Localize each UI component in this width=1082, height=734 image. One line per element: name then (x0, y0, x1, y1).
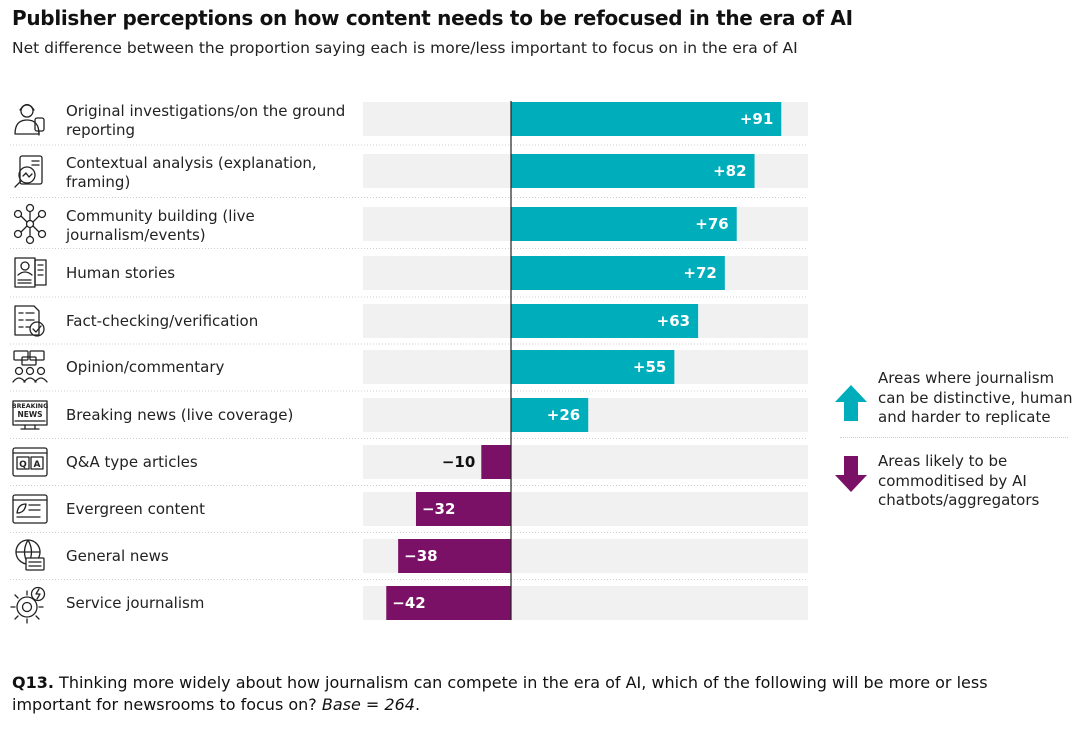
arrow-up-icon (835, 385, 867, 421)
community-icon (13, 203, 47, 245)
footnote-base: Base = 264 (321, 695, 415, 714)
legend-down-line: chatbots/aggregators (878, 491, 1040, 509)
category-label: Community building (live journalism/event… (65, 207, 255, 244)
category-label: Human stories (66, 264, 175, 282)
data-label: −38 (404, 547, 437, 565)
bar-positive (511, 102, 782, 136)
data-label: −10 (442, 453, 475, 471)
legend-up-text: Areas where journalism can be distinctiv… (878, 369, 1078, 428)
category-label: Original investigations/on the ground rep… (66, 102, 345, 139)
category-label: Breaking news (live coverage) (66, 406, 293, 424)
footnote-question-id: Q13. (12, 673, 54, 692)
chart-subtitle: Net difference between the proportion sa… (12, 39, 798, 57)
data-label: +82 (713, 162, 746, 180)
data-label: +55 (633, 358, 666, 376)
data-label: +91 (740, 110, 773, 128)
data-label: +76 (695, 215, 728, 233)
bar-positive (511, 256, 725, 290)
general-news-icon (15, 539, 45, 571)
opinion-icon (12, 350, 48, 383)
data-label: −42 (392, 594, 425, 612)
svg-text:A: A (34, 460, 41, 470)
bar-positive (511, 154, 755, 188)
legend-up-line: can be distinctive, human (878, 388, 1073, 407)
service-icon (10, 586, 46, 624)
bar-negative (415, 492, 511, 526)
category-label: Opinion/commentary (66, 358, 225, 376)
category-label: Contextual analysis (explanation, framing… (66, 154, 317, 191)
human-stories-icon (14, 257, 47, 288)
svg-text:BREAKING: BREAKING (12, 403, 48, 410)
category-label: Fact-checking/verification (66, 312, 258, 330)
svg-text:NEWS: NEWS (17, 410, 42, 419)
legend-up-line: Areas where journalism (878, 369, 1055, 387)
data-label: −32 (422, 500, 455, 518)
bar-positive (511, 304, 699, 338)
bar-negative (398, 539, 511, 573)
category-label: Service journalism (66, 594, 204, 612)
legend-down-line: Areas likely to be (878, 452, 1008, 470)
chart-title: Publisher perceptions on how content nee… (12, 6, 853, 30)
footnote-question-text: Thinking more widely about how journalis… (12, 673, 988, 714)
category-label: Evergreen content (66, 500, 205, 518)
bar-positive (511, 350, 675, 384)
bar-positive (511, 398, 589, 432)
svg-text:Q: Q (19, 460, 27, 470)
bar-negative (386, 586, 511, 620)
bar-positive (511, 207, 737, 241)
fact-check-icon (14, 305, 45, 337)
analysis-icon (14, 155, 43, 188)
legend-down-text: Areas likely to be commoditised by AI ch… (878, 452, 1078, 511)
bar-negative (481, 445, 511, 479)
legend-up-line: and harder to replicate (878, 408, 1051, 426)
data-label: +63 (657, 312, 690, 330)
bar-track (363, 445, 808, 479)
legend-down-line: commoditised by AI (878, 471, 1027, 490)
footnote: Q13. Thinking more widely about how jour… (12, 672, 1062, 716)
footnote-end: . (414, 695, 421, 714)
evergreen-icon (12, 494, 48, 524)
legend-divider (840, 437, 1068, 438)
data-label: +26 (547, 406, 580, 424)
category-label: General news (66, 547, 169, 565)
arrow-down-icon (835, 456, 867, 492)
data-label: +72 (683, 264, 716, 282)
category-label: Q&A type articles (66, 453, 198, 471)
reporter-icon (14, 103, 45, 136)
